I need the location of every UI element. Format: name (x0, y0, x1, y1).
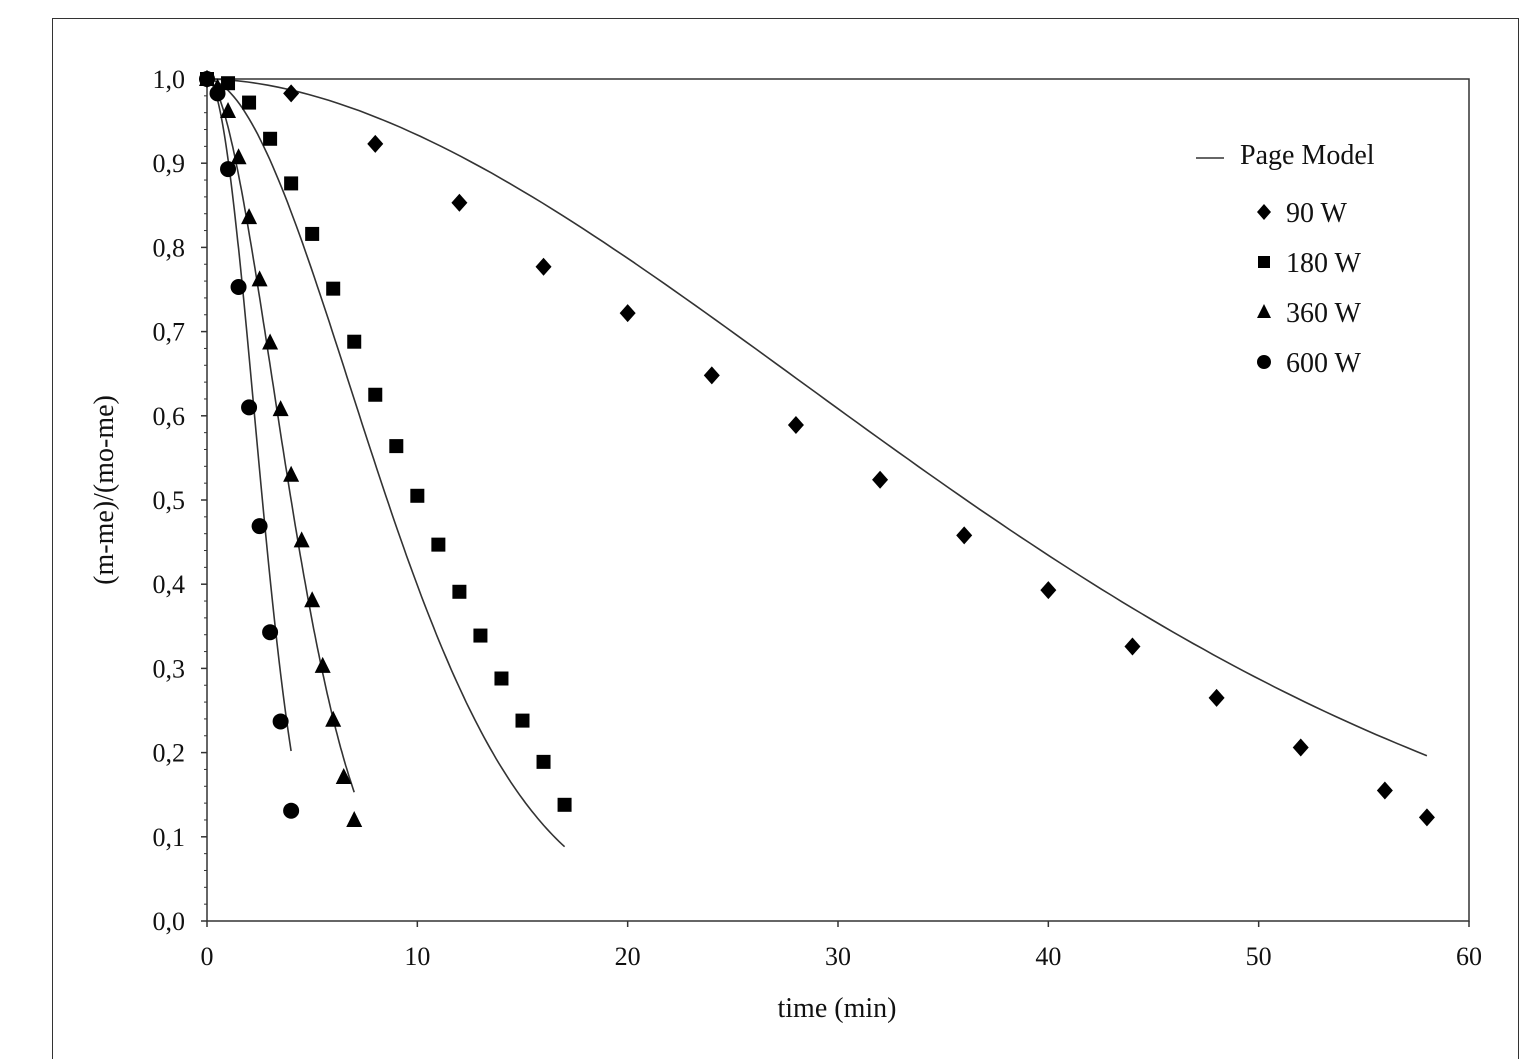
plot-area (206, 78, 1470, 922)
data-points (199, 70, 1435, 827)
x-tick-label: 30 (825, 942, 851, 971)
y-tick-label: 1,0 (153, 65, 186, 94)
legend-model-label: Page Model (1240, 140, 1375, 171)
data-point-360w (304, 591, 321, 608)
data-point-360w (335, 768, 352, 785)
data-point-360w (220, 101, 237, 118)
data-point-180w (515, 713, 530, 728)
legend-entry: 600 W (1286, 348, 1361, 379)
data-point-90w (535, 257, 552, 276)
x-tick-label: 60 (1456, 942, 1482, 971)
model-curve (206, 78, 1428, 757)
x-tick-label: 0 (201, 942, 214, 971)
data-point-360w (272, 400, 289, 417)
data-point-360w (241, 208, 258, 225)
data-point-600w (220, 161, 237, 178)
data-point-360w (314, 656, 331, 673)
data-point-180w (284, 176, 299, 191)
data-point-180w (305, 226, 320, 241)
data-point-600w (209, 85, 226, 102)
legend: Page Model 90 W 180 W 360 W 600 W (1196, 140, 1375, 379)
data-point-600w (241, 399, 258, 416)
y-tick-label: 0,9 (153, 149, 186, 178)
data-point-360w (251, 270, 268, 287)
data-point-360w (346, 810, 363, 827)
y-tick-label: 0,1 (153, 823, 186, 852)
data-point-600w (230, 278, 247, 295)
data-point-90w (1124, 637, 1141, 656)
model-curve (206, 78, 355, 793)
data-point-90w (1040, 581, 1057, 600)
model-curve (206, 78, 566, 848)
data-point-90w (703, 366, 720, 385)
data-point-180w (368, 387, 383, 402)
model-curves (206, 78, 1428, 848)
data-point-360w (325, 710, 342, 727)
data-point-90w (787, 416, 804, 435)
chart-frame (52, 18, 1519, 1059)
y-tick-label: 0,2 (153, 739, 186, 768)
data-point-360w (262, 333, 279, 350)
y-axis-label: (m-me)/(mo-me) (89, 395, 120, 585)
data-point-180w (242, 95, 257, 110)
x-axis-label: time (min) (778, 993, 897, 1024)
data-point-90w (1292, 738, 1309, 757)
data-point-180w (326, 281, 341, 296)
data-point-90w (1376, 781, 1393, 800)
data-point-180w (221, 76, 236, 91)
x-tick-label: 50 (1246, 942, 1272, 971)
data-point-360w (283, 465, 300, 482)
data-point-600w (199, 71, 215, 87)
data-point-90w (956, 526, 973, 545)
y-tick-label: 0,3 (153, 654, 186, 683)
legend-entry: 90 W (1286, 198, 1347, 229)
y-tick-label: 0,0 (153, 907, 186, 936)
data-point-180w (494, 671, 509, 686)
data-point-180w (389, 439, 404, 454)
y-tick-label: 0,5 (153, 486, 186, 515)
x-tick-label: 10 (404, 942, 430, 971)
data-point-180w (452, 584, 467, 599)
data-point-180w (431, 537, 446, 552)
data-point-180w (263, 131, 278, 146)
data-point-600w (262, 624, 279, 641)
axes: 0,0 0,1 0,2 0,3 0,4 0,5 0,6 0,7 0,8 0,9 1,0 0 10 20 30… (153, 65, 1483, 971)
data-point-180w (473, 628, 488, 643)
y-tick-label: 0,6 (153, 402, 186, 431)
data-point-180w (536, 754, 551, 769)
data-point-90w (367, 134, 384, 153)
legend-marker (1257, 204, 1271, 220)
data-point-180w (347, 334, 362, 349)
data-point-600w (272, 713, 289, 730)
y-tick-label: 0,4 (153, 570, 186, 599)
y-tick-label: 0,7 (153, 318, 186, 347)
data-point-180w (410, 488, 425, 503)
data-point-90w (1418, 808, 1435, 827)
data-point-600w (251, 518, 268, 535)
data-point-360w (230, 148, 247, 165)
model-curve (206, 78, 292, 752)
legend-entry: 180 W (1286, 248, 1361, 279)
legend-marker (1258, 256, 1270, 268)
data-point-360w (293, 531, 310, 548)
y-tick-label: 0,8 (153, 233, 186, 262)
legend-marker (1257, 355, 1271, 369)
data-point-90w (1208, 688, 1225, 707)
legend-entry: 360 W (1286, 298, 1361, 329)
data-point-180w (557, 797, 572, 812)
data-point-90w (619, 304, 636, 323)
x-tick-label: 20 (615, 942, 641, 971)
data-point-90w (872, 470, 889, 489)
x-tick-label: 40 (1035, 942, 1061, 971)
data-point-90w (283, 84, 300, 103)
data-point-90w (451, 193, 468, 212)
data-point-600w (283, 802, 300, 819)
legend-marker (1257, 304, 1271, 318)
